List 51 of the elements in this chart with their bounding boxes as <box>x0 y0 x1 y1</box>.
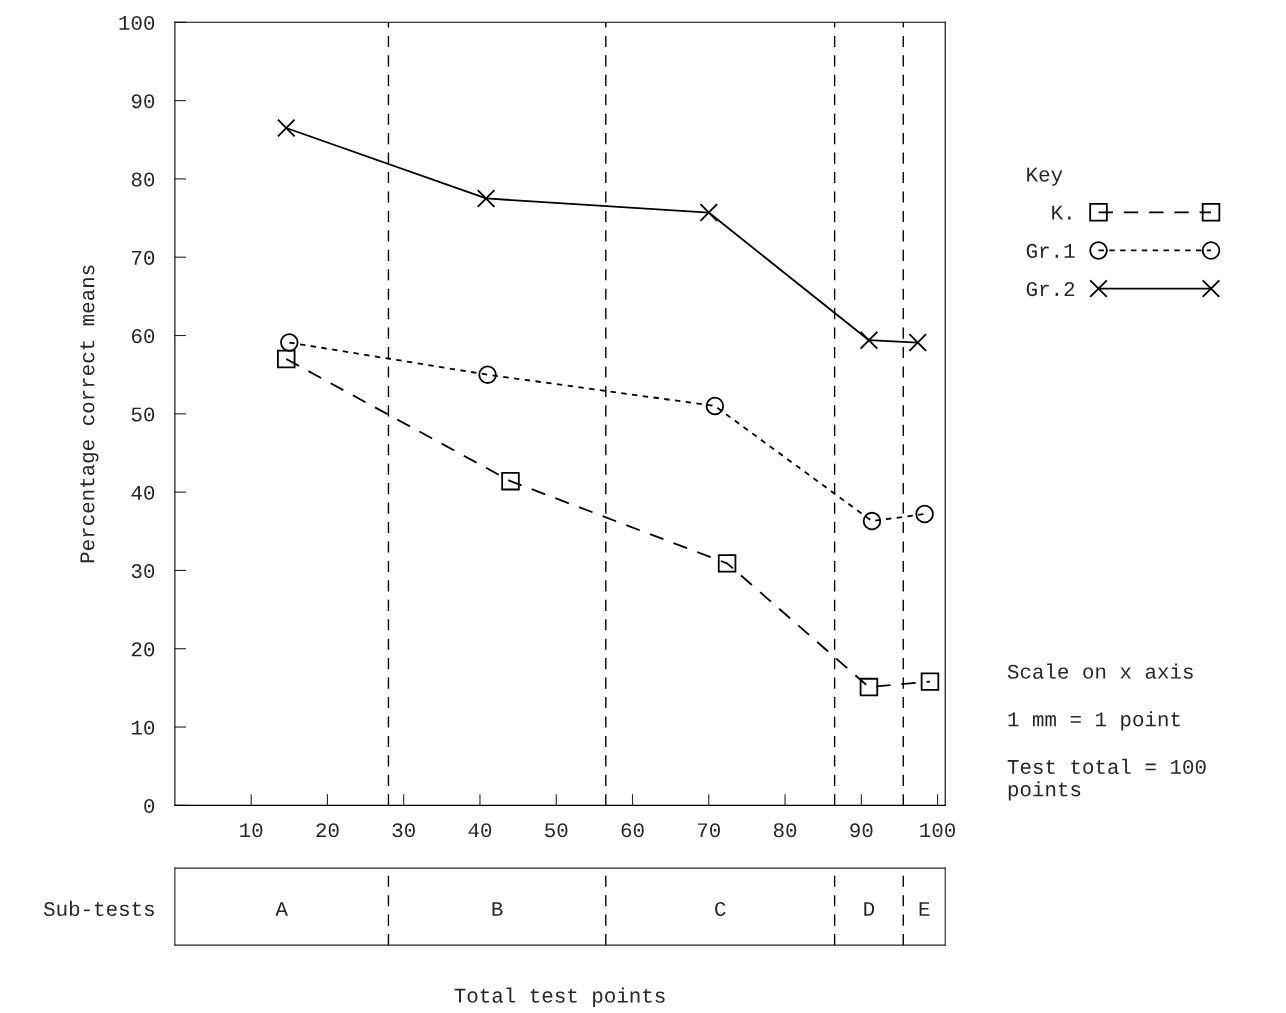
x-tick-label: 100 <box>920 823 956 838</box>
point <box>908 333 927 352</box>
point <box>501 471 520 491</box>
point <box>476 189 496 208</box>
point <box>859 677 879 697</box>
y-tick-label: 20 <box>131 642 155 657</box>
text: E <box>919 902 930 916</box>
y-tick-label: 40 <box>131 485 155 500</box>
text: A <box>275 902 288 916</box>
text: Scale on x axis <box>1007 663 1193 679</box>
y-tick-label: 60 <box>131 329 155 344</box>
point <box>699 203 719 222</box>
point <box>277 349 296 369</box>
x-tick-label: 20 <box>316 823 339 838</box>
text: Sub-tests <box>43 900 154 917</box>
x-tick-label: 60 <box>621 823 644 838</box>
point <box>277 118 296 138</box>
legend-title: Key <box>1027 167 1063 186</box>
y-tick-label: 80 <box>131 172 155 187</box>
point <box>478 365 497 384</box>
text: D <box>864 902 875 916</box>
y-tick-label: 70 <box>132 250 155 265</box>
legend-label: Gr.2 <box>1026 282 1075 297</box>
x-tick-label: 50 <box>545 823 568 838</box>
text: B <box>492 902 503 916</box>
y-tick-label: 50 <box>131 407 155 422</box>
point <box>705 396 725 416</box>
x-tick-label: 70 <box>697 823 720 838</box>
y-tick-label: 10 <box>131 720 155 735</box>
legend-label: K. <box>1052 205 1071 220</box>
text: 1 mm = 1 point <box>1008 711 1180 731</box>
legend-label: Gr.1 <box>1026 243 1075 258</box>
text: C <box>715 901 726 917</box>
x-tick-label: 30 <box>392 823 415 838</box>
y-tick-label: 30 <box>131 564 155 579</box>
x-tick-label: 10 <box>240 823 263 838</box>
x-tick-label: 90 <box>850 823 873 838</box>
point <box>862 511 882 531</box>
x-tick-label: 80 <box>773 823 797 838</box>
y-axis-title: Percentage correct means <box>80 265 99 563</box>
y-tick-label: 90 <box>131 94 155 109</box>
x-tick-label: 40 <box>468 823 492 838</box>
y-tick-label: 0 <box>144 798 155 814</box>
text: Test total = 100 points <box>1007 758 1206 801</box>
y-tick-label: 100 <box>119 15 155 31</box>
point <box>280 333 299 352</box>
point <box>920 672 940 691</box>
point <box>915 504 934 524</box>
text: Total test points <box>454 987 665 1007</box>
point <box>859 330 879 350</box>
point <box>717 554 737 573</box>
